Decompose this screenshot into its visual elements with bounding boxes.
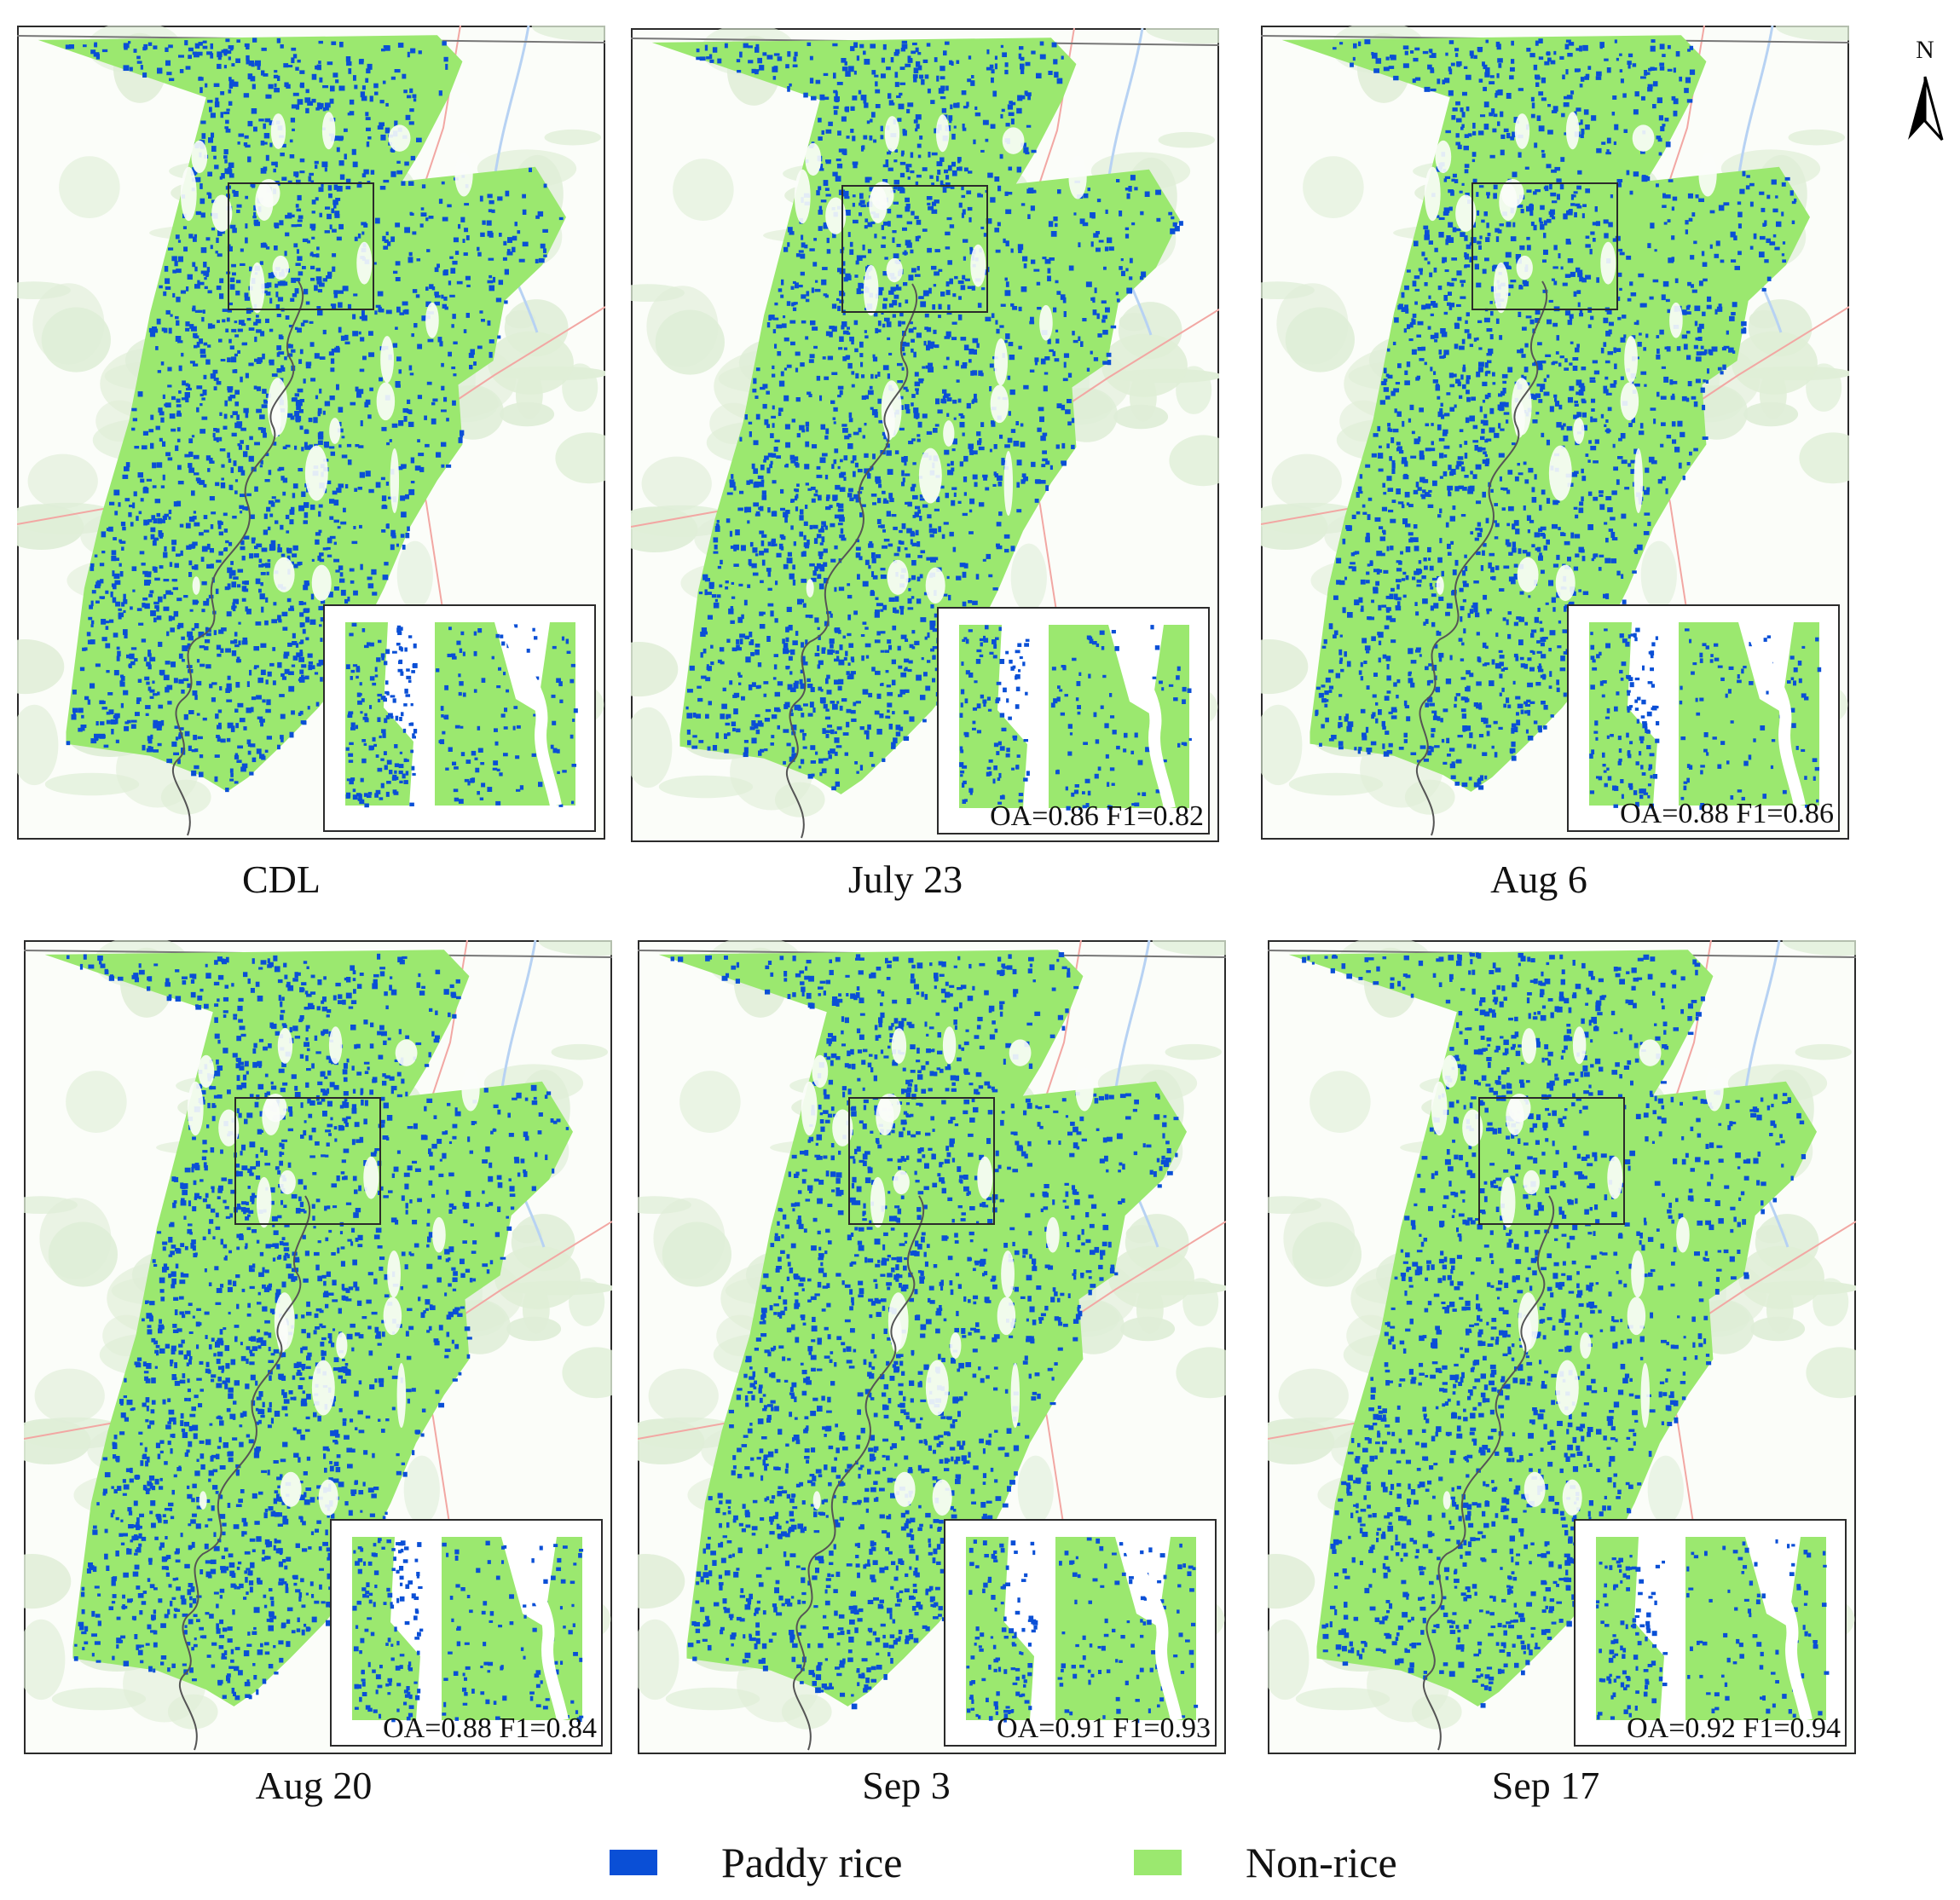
map-aug-6: OA=0.88 F1=0.86 (1261, 26, 1849, 840)
study-region (38, 35, 566, 792)
river-boundary (1423, 1195, 1555, 1751)
map-panel-sep-3: OA=0.91 F1=0.93 (638, 940, 1226, 1754)
zoom-extent-box (228, 182, 374, 310)
map-panel-cdl (17, 26, 605, 840)
caption-sep-17: Sep 17 (1491, 1764, 1600, 1807)
river-boundary (172, 280, 304, 836)
paddy-rice-pixels (1302, 952, 1807, 1708)
zoom-inset: OA=0.92 F1=0.94 (1574, 1519, 1847, 1747)
river-boundary (179, 1195, 311, 1751)
zoom-inset (323, 604, 596, 832)
caption-aug-20: Aug 20 (255, 1764, 373, 1807)
zoom-extent-box (1471, 182, 1618, 310)
map-aug-20: OA=0.88 F1=0.84 (24, 940, 612, 1754)
map-panel-july-23: OA=0.86 F1=0.82 (631, 28, 1219, 842)
caption-sep-3: Sep 3 (862, 1764, 951, 1807)
zoom-inset: OA=0.86 F1=0.82 (937, 607, 1210, 834)
map-july-23: OA=0.86 F1=0.82 (631, 28, 1219, 842)
zoom-inset: OA=0.88 F1=0.86 (1567, 604, 1840, 832)
zoom-extent-box (234, 1097, 381, 1225)
map-sep-3: OA=0.91 F1=0.93 (638, 940, 1226, 1754)
accuracy-metrics: OA=0.91 F1=0.93 (997, 1712, 1211, 1744)
accuracy-metrics: OA=0.92 F1=0.94 (1627, 1712, 1841, 1744)
river-boundary (786, 283, 918, 839)
map-panel-sep-17: OA=0.92 F1=0.94 (1268, 940, 1856, 1754)
zoom-extent-box (1478, 1097, 1625, 1225)
north-arrow-icon (1908, 76, 1944, 141)
caption-cdl: CDL (242, 858, 321, 901)
legend-swatch-non-rice (1134, 1850, 1182, 1875)
map-cdl (17, 26, 605, 840)
accuracy-metrics: OA=0.88 F1=0.86 (1620, 798, 1834, 829)
accuracy-metrics: OA=0.86 F1=0.82 (990, 800, 1204, 832)
legend-label-paddy-rice: Paddy rice (721, 1839, 903, 1886)
zoom-inset: OA=0.88 F1=0.84 (330, 1519, 603, 1747)
zoom-extent-box (841, 185, 988, 313)
zoom-inset: OA=0.91 F1=0.93 (944, 1519, 1217, 1747)
map-sep-17: OA=0.92 F1=0.94 (1268, 940, 1856, 1754)
paddy-rice-pixels (1315, 38, 1797, 790)
legend-item-non-rice: Non-rice (1134, 1833, 1397, 1892)
legend-item-paddy-rice: Paddy rice (610, 1833, 902, 1892)
river-boundary (1416, 280, 1548, 836)
river-boundary (793, 1195, 925, 1751)
north-arrow-label: N (1916, 36, 1934, 64)
map-panel-aug-6: OA=0.88 F1=0.86 (1261, 26, 1849, 840)
north-arrow: N (1899, 36, 1951, 147)
legend-label-non-rice: Non-rice (1246, 1839, 1397, 1886)
accuracy-metrics: OA=0.88 F1=0.84 (383, 1712, 597, 1744)
legend-swatch-paddy-rice (610, 1850, 657, 1875)
caption-aug-6: Aug 6 (1490, 858, 1587, 901)
caption-july-23: July 23 (847, 858, 963, 901)
study-region (1281, 35, 1810, 792)
paddy-rice-pixels (685, 40, 1183, 791)
map-panel-aug-20: OA=0.88 F1=0.84 (24, 940, 612, 1754)
zoom-extent-box (848, 1097, 995, 1225)
